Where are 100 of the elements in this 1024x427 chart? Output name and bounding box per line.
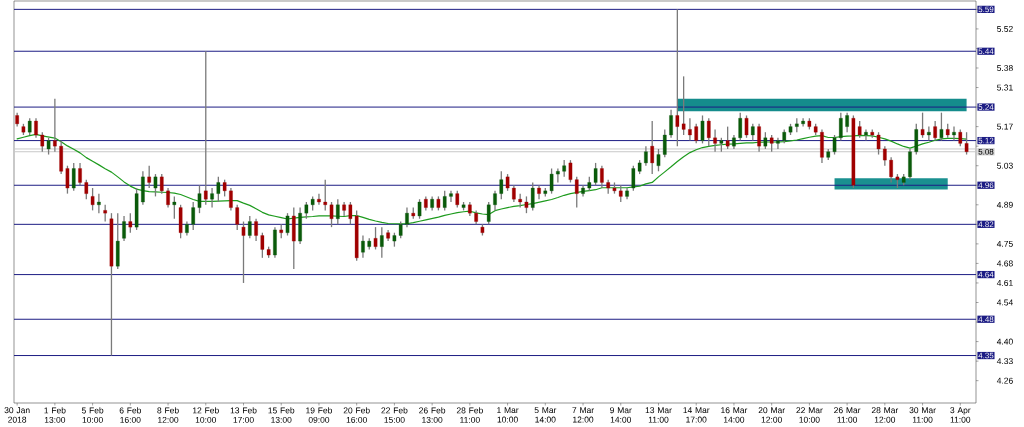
x-tick-label: 26 Feb 13:00 (419, 407, 446, 423)
candlestick (757, 123, 761, 153)
candlestick (361, 234, 365, 259)
candlestick (486, 201, 491, 225)
y-tick-label: 4.68 (996, 260, 1013, 267)
candlestick (725, 125, 730, 150)
candlestick (845, 112, 849, 133)
candlestick (84, 179, 89, 200)
x-tick-label: 13 Feb 17:00 (230, 407, 257, 423)
candlestick (493, 190, 497, 212)
x-tick-label: 5 Feb 10:00 (81, 407, 104, 423)
candlestick (285, 212, 290, 237)
x-tick-label: 9 Mar 14:00 (610, 407, 632, 423)
x-tick-label: 22 Feb 15:00 (381, 407, 408, 423)
y-tick-label: 4.54 (996, 299, 1013, 306)
candlestick (650, 120, 654, 175)
candlestick (254, 218, 258, 242)
candlestick (449, 190, 453, 203)
candlestick (380, 226, 384, 259)
y-tick-label: 4.61 (996, 279, 1013, 286)
candlestick (442, 190, 447, 212)
candlestick (530, 181, 535, 212)
candlestick (883, 145, 887, 167)
candlestick (405, 206, 409, 228)
candlestick (694, 123, 698, 145)
candlestick (78, 162, 82, 186)
candlestick (600, 165, 604, 189)
candlestick (71, 162, 76, 192)
candlestick (556, 167, 560, 184)
x-tick-label: 6 Feb 16:00 (119, 407, 142, 423)
candlestick (707, 117, 711, 147)
x-tick-label: 30 Mar 11:00 (909, 407, 936, 423)
x-tick-label: 14 Mar 17:00 (683, 407, 710, 423)
candlestick (216, 176, 221, 203)
x-tick-label: 5 Mar 14:00 (534, 407, 557, 423)
y-tick-label: 5.17 (997, 123, 1013, 130)
candlestick (933, 120, 937, 142)
candlestick (248, 215, 252, 239)
candlestick (191, 201, 195, 231)
candlestick (669, 109, 673, 139)
candlestick (336, 198, 340, 225)
candlestick (159, 173, 164, 195)
y-tick-label: 4.33 (996, 358, 1013, 365)
x-tick-label: 3 Apr 11:00 (950, 407, 971, 423)
candlestick (914, 123, 919, 156)
candlestick (644, 145, 648, 167)
candlestick (53, 98, 57, 153)
x-tick-label: 16 Mar 14:00 (721, 407, 748, 423)
candlestick (417, 198, 422, 220)
y-tick-label: 5.38 (997, 65, 1013, 71)
x-tick-label: 26 Mar 11:00 (834, 407, 861, 423)
candlestick (952, 125, 956, 142)
candlestick (65, 165, 70, 195)
candlestick (744, 114, 749, 139)
x-tick-label: 20 Mar 12:00 (758, 407, 785, 423)
candlestick (889, 156, 893, 184)
candlestick (34, 117, 38, 139)
candlestick (229, 187, 233, 212)
candlestick (90, 187, 95, 212)
candlestick (864, 128, 868, 142)
x-tick-label: 22 Mar 10:00 (796, 407, 823, 423)
candlestick (153, 173, 158, 198)
candlestick (776, 137, 780, 150)
y-tick-label: 4.40 (996, 338, 1013, 345)
x-tick-label: 30 Jan 2018 (4, 407, 30, 423)
x-tick-label: 15 Feb 13:00 (268, 407, 295, 423)
candlestick (700, 114, 705, 145)
y-tick-label: 4.75 (996, 240, 1013, 247)
x-tick-label: 1 Mar 10:00 (497, 407, 519, 423)
candlestick (197, 184, 202, 214)
candlestick (122, 215, 126, 242)
y-tick-label: 4.26 (996, 377, 1013, 384)
candlestick (499, 170, 504, 200)
candlestick (203, 50, 208, 206)
y-tick-label: 5.31 (997, 84, 1013, 91)
x-tick-label: 12 Feb 10:00 (193, 407, 219, 423)
x-tick-label: 13 Mar 11:00 (645, 407, 672, 423)
candlestick (373, 226, 378, 251)
x-tick-label: 1 Feb 13:00 (44, 407, 66, 423)
candlestick (927, 125, 931, 142)
candlestick (172, 195, 177, 220)
candlestick (839, 112, 843, 142)
y-tick-label: 4.89 (996, 201, 1013, 208)
candlestick (241, 220, 246, 284)
candlestick (920, 112, 925, 139)
x-tick-label: 20 Feb 16:00 (343, 407, 370, 423)
candlestick (317, 192, 321, 206)
candlestick (97, 192, 101, 214)
candlestick (147, 165, 151, 189)
candlestick (801, 117, 805, 128)
x-tick-label: 7 Mar 12:00 (572, 407, 594, 423)
candlestick (688, 117, 692, 142)
candlestick (40, 131, 45, 153)
candlestick (939, 112, 944, 142)
y-tick-label: 5.03 (997, 162, 1013, 169)
candlestick (738, 112, 743, 142)
x-tick-label: 28 Mar 12:00 (871, 407, 899, 423)
candlestick (128, 212, 133, 234)
y-tick-label: 5.52 (997, 25, 1013, 32)
candlestick (166, 187, 170, 209)
